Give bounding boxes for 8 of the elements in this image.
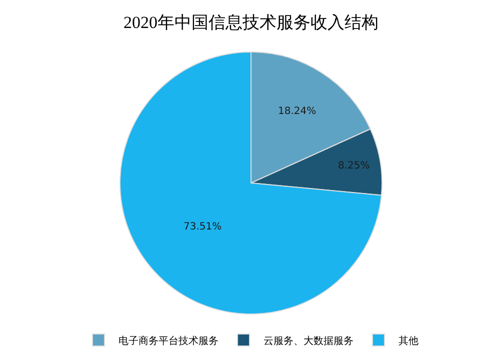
data-label: 8.25% [338,160,370,172]
legend-label: 电子商务平台技术服务 [118,334,218,347]
pie-slice [120,52,382,314]
legend-label: 云服务、大数据服务 [264,334,354,347]
data-label: 73.51% [184,222,222,233]
data-label: 18.24% [278,106,316,118]
legend-label: 其他 [398,334,418,347]
chart-title: 2020年中国信息技术服务收入结构 [124,13,378,32]
